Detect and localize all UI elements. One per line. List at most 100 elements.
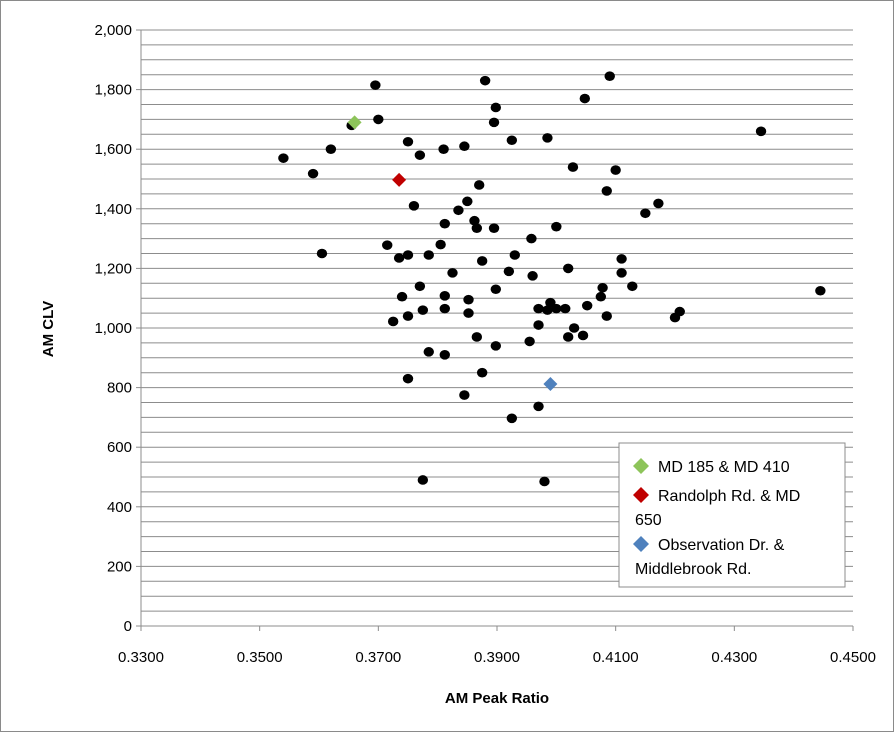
data-point: [459, 141, 470, 152]
data-point: [627, 281, 638, 292]
data-point: [563, 263, 574, 274]
data-point: [414, 281, 426, 292]
data-point: [551, 221, 562, 232]
highlight-point: [392, 172, 407, 187]
data-point: [471, 223, 483, 233]
data-point: [423, 347, 434, 357]
data-point: [476, 256, 488, 266]
data-point: [601, 311, 612, 321]
data-point: [476, 367, 488, 378]
data-point: [387, 316, 399, 327]
data-point: [408, 201, 420, 211]
y-tick-label: 2,000: [94, 22, 132, 39]
data-point: [307, 168, 319, 179]
data-point: [402, 250, 414, 260]
data-point: [463, 294, 474, 305]
data-point: [438, 144, 449, 154]
data-point: [325, 144, 337, 154]
data-point: [526, 233, 537, 244]
legend-label: 650: [635, 512, 662, 529]
data-point: [539, 476, 550, 487]
legend: MD 185 & MD 410 Randolph Rd. & MD 650 Obser…: [618, 442, 846, 588]
data-point: [563, 332, 574, 342]
data-point: [551, 303, 562, 314]
data-point: [755, 126, 767, 137]
gridlines: [141, 29, 853, 612]
data-point: [417, 475, 429, 485]
data-point: [471, 332, 483, 342]
y-tick-label: 600: [107, 439, 132, 456]
y-tick-label: 1,800: [94, 82, 132, 99]
x-tick-label: 0.3300: [118, 649, 164, 666]
data-point: [568, 323, 580, 333]
x-tick-label: 0.3900: [474, 649, 520, 666]
y-tick-label: 200: [107, 558, 132, 575]
data-point: [402, 136, 414, 147]
data-point: [509, 250, 520, 260]
data-point: [488, 117, 500, 128]
y-tick-label: 0: [124, 618, 132, 635]
data-point: [597, 282, 608, 293]
y-tick-label: 800: [107, 380, 132, 397]
data-point: [506, 135, 518, 146]
data-point: [462, 196, 473, 207]
legend-box: [618, 442, 846, 588]
y-tick-label: 400: [107, 499, 132, 516]
data-point: [542, 305, 553, 315]
data-point: [595, 291, 607, 302]
data-point: [370, 80, 381, 90]
data-point: [490, 102, 502, 113]
data-point: [402, 311, 414, 321]
data-point: [417, 305, 429, 315]
data-point: [560, 303, 571, 314]
data-point: [640, 208, 651, 219]
data-point: [506, 413, 518, 424]
data-point: [674, 306, 685, 317]
x-tick-label: 0.3700: [355, 649, 401, 666]
data-point: [581, 300, 593, 311]
data-point: [373, 114, 384, 125]
data-point: [402, 373, 414, 384]
data-point: [414, 150, 426, 160]
data-point: [616, 268, 627, 278]
x-tick-label: 0.4300: [711, 649, 757, 666]
data-point: [459, 390, 470, 400]
data-point: [393, 253, 405, 263]
data-point: [474, 180, 485, 190]
data-point: [567, 162, 579, 172]
data-point: [423, 250, 434, 260]
data-point: [533, 401, 544, 412]
data-point: [604, 71, 615, 81]
data-point: [278, 153, 289, 163]
data-point: [463, 308, 474, 318]
data-point: [453, 205, 464, 216]
y-tick-label: 1,600: [94, 141, 132, 158]
y-axis-title: AM CLV: [40, 301, 57, 357]
data-point: [469, 215, 480, 226]
x-tick-label: 0.4500: [830, 649, 876, 666]
data-point: [503, 266, 515, 277]
data-point: [439, 350, 450, 360]
data-point: [577, 330, 589, 341]
highlight-point: [543, 377, 558, 392]
data-point: [490, 341, 502, 351]
highlight-point: [347, 115, 362, 130]
data-point: [542, 133, 553, 143]
data-point: [533, 303, 544, 314]
y-tick-label: 1,200: [94, 260, 132, 277]
legend-label: Randolph Rd. & MD: [658, 488, 800, 505]
legend-label: Middlebrook Rd.: [635, 561, 752, 578]
data-point: [447, 268, 458, 278]
data-point: [479, 75, 491, 86]
data-point: [610, 165, 621, 175]
legend-marker: [633, 536, 649, 552]
data-point: [396, 291, 408, 302]
data-point: [533, 320, 544, 330]
data-point: [439, 303, 450, 314]
data-point: [524, 336, 535, 347]
tick-labels: 0 200 400 600 800 1,000 1,200 1,400 1,600 1,800 2,…: [94, 22, 875, 666]
x-tick-label: 0.3500: [237, 649, 283, 666]
data-point: [527, 271, 538, 281]
